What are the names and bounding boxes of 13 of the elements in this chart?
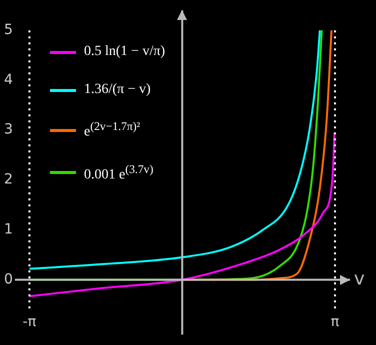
y-tick-label: 2 <box>4 172 13 188</box>
y-tick-label: 1 <box>4 222 13 238</box>
legend-label: 0.001 e$^{(3.7v)}$ <box>84 162 154 184</box>
legend-label: 0.5 ln(1 − v/π) <box>84 44 166 60</box>
y-tick-label: 5 <box>4 22 13 38</box>
x-axis-title: v <box>354 268 365 290</box>
y-tick-label: 0 <box>4 271 13 288</box>
x-tick-label: -π <box>22 314 37 330</box>
x-tick-label: π <box>330 314 340 330</box>
legend-label: 1.36/(π − v) <box>84 82 151 98</box>
y-tick-label: 4 <box>4 72 13 88</box>
y-tick-label: 3 <box>4 122 13 138</box>
legend-label: e$^{(2v−1.7π)²}$ <box>84 120 140 141</box>
